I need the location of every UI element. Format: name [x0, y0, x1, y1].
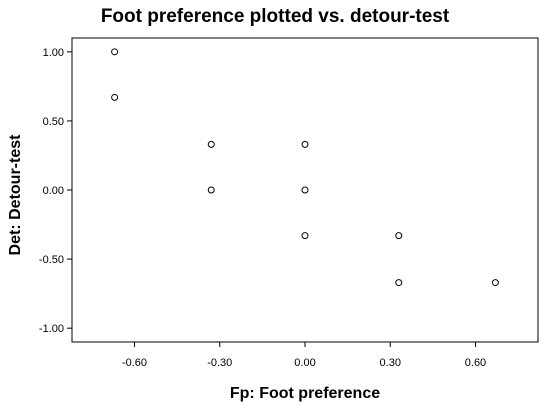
data-point [207, 186, 215, 194]
data-point [301, 232, 309, 240]
x-tick-label: -0.60 [122, 357, 147, 369]
x-tick-label: 0.60 [465, 357, 486, 369]
y-tick-label: 1.00 [43, 47, 64, 59]
plot-area-frame [71, 37, 539, 343]
data-point [395, 279, 403, 287]
chart-title: Foot preference plotted vs. detour-test [101, 6, 450, 27]
data-points [111, 48, 499, 287]
y-axis-ticks: 1.00 0.50 0.00 -0.50 -1.00 [39, 47, 72, 335]
y-tick-label: 0.50 [43, 116, 64, 128]
data-point [491, 279, 499, 287]
x-tick-label: 0.00 [294, 357, 315, 369]
y-axis-label: Det: Detour-test [7, 134, 24, 256]
y-tick-label: 0.00 [43, 185, 64, 197]
data-point [111, 93, 119, 101]
x-axis-ticks: -0.60 -0.30 0.00 0.30 0.60 [122, 342, 486, 369]
y-tick-label: -0.50 [39, 254, 64, 266]
data-point [111, 48, 119, 56]
x-tick-label: -0.30 [207, 357, 232, 369]
x-tick-label: 0.30 [380, 357, 401, 369]
data-point [301, 186, 309, 194]
data-point [207, 140, 215, 148]
data-point [395, 232, 403, 240]
x-axis-label: Fp: Foot preference [230, 385, 380, 402]
y-tick-label: -1.00 [39, 323, 64, 335]
data-point [301, 140, 309, 148]
